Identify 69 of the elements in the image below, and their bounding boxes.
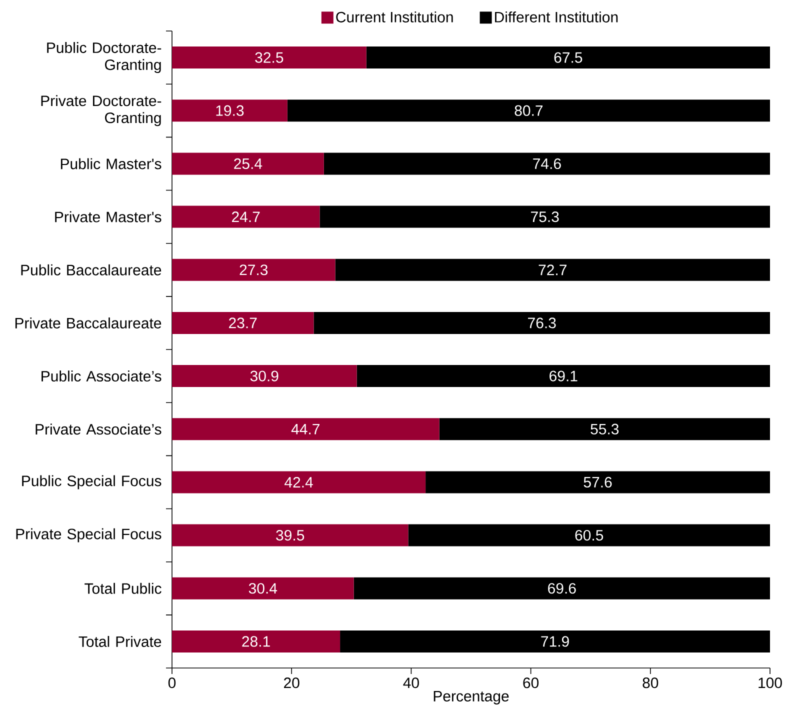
data-label: 24.7 [232, 212, 260, 222]
x-axis-title: Percentage [434, 691, 509, 704]
legend-label: Current Institution [336, 11, 453, 22]
x-tick-label: 40 [403, 678, 419, 688]
bar [335, 258, 770, 281]
y-tick-label: Total Public [84, 582, 162, 594]
x-tick-label: 20 [284, 678, 300, 688]
legend-label: Different Institution [495, 11, 618, 22]
data-label: 75.3 [531, 211, 559, 222]
x-tick-label: 80 [642, 678, 658, 688]
data-label: 30.4 [248, 583, 278, 594]
bar [172, 312, 314, 334]
data-label: 39.5 [276, 530, 304, 541]
bar [439, 418, 770, 440]
y-tick-label: Public Associate’s [42, 370, 162, 382]
data-label: 27.3 [240, 264, 268, 276]
data-label: 72.7 [538, 264, 566, 276]
x-tick-label: 100 [758, 678, 782, 688]
bar [172, 46, 366, 69]
y-tick-label: Total Private [78, 636, 162, 647]
data-label: 44.7 [291, 424, 320, 434]
y-tick-label: Private Associate’s [36, 424, 162, 435]
data-label: 67.5 [554, 52, 582, 63]
bar [172, 471, 426, 494]
data-label: 69.6 [548, 583, 576, 594]
data-label: 25.4 [234, 158, 262, 170]
y-tick-label: Private Baccalaureate [15, 317, 162, 328]
data-label: 60.5 [575, 530, 604, 541]
bar [172, 258, 336, 281]
data-label: 74.6 [533, 158, 561, 170]
y-tick-label: Private Special Focus [16, 528, 162, 542]
data-label: 71.9 [541, 636, 569, 647]
data-label: 57.6 [584, 476, 612, 488]
data-label: 30.9 [250, 370, 278, 382]
data-label: 42.4 [284, 476, 313, 488]
bar [172, 365, 357, 388]
bar [320, 206, 770, 228]
bar [172, 206, 320, 228]
bar [340, 630, 770, 652]
bar [172, 630, 340, 652]
bar [287, 100, 770, 122]
data-label: 69.1 [550, 370, 578, 382]
data-label: 28.1 [242, 636, 270, 647]
data-label: 32.5 [255, 52, 284, 63]
bar [172, 152, 324, 175]
bar [366, 46, 770, 69]
data-label: 76.3 [528, 318, 556, 328]
x-tick-label: 0 [168, 678, 176, 688]
bar [314, 312, 770, 334]
bar [172, 524, 408, 546]
data-label: 19.3 [216, 105, 244, 116]
y-tick-label: Private Master's [55, 211, 162, 222]
y-tick-label: Public Baccalaureate [21, 264, 162, 276]
y-tick-label: Public Special Focus [22, 475, 162, 490]
bar [408, 524, 770, 546]
bar [172, 577, 354, 600]
x-tick-label: 60 [523, 678, 539, 688]
bar [324, 152, 770, 175]
bar [354, 577, 770, 600]
y-tick-label: Public Doctorate-Granting [47, 42, 162, 74]
y-tick-label: Private Doctorate-Granting [41, 95, 162, 126]
bar [356, 365, 770, 388]
data-label: 23.7 [229, 318, 257, 328]
bar [172, 100, 288, 122]
y-tick-label: Public Master's [60, 158, 162, 170]
bar [172, 418, 440, 440]
data-label: 55.3 [590, 424, 619, 434]
bar [426, 471, 770, 494]
data-label: 80.7 [514, 105, 543, 116]
